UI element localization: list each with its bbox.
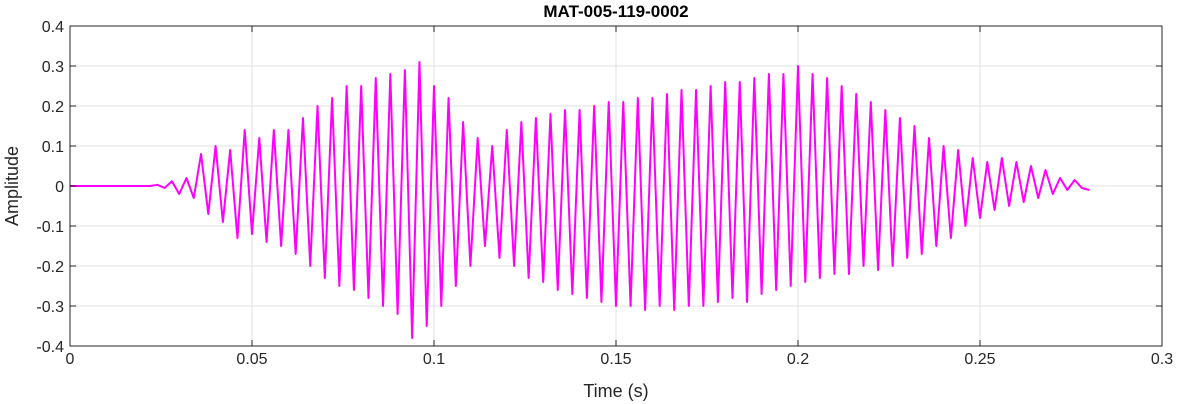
x-tick-label: 0.15 (600, 351, 631, 368)
x-tick-label: 0 (66, 351, 75, 368)
plot-area (69, 25, 1163, 347)
series-layer (70, 61, 1090, 339)
y-tick-label: 0.1 (42, 139, 64, 156)
y-tick-label: -0.2 (36, 259, 64, 276)
tick-marks (69, 25, 1163, 347)
y-tick-label: -0.4 (36, 339, 64, 356)
x-tick-label: 0.25 (964, 351, 995, 368)
x-tick-labels: 0 0.05 0.1 0.15 0.2 0.25 0.3 (66, 351, 1174, 368)
y-tick-label: 0 (55, 179, 64, 196)
x-axis-label: Time (s) (583, 381, 648, 401)
x-tick-label: 0.05 (236, 351, 267, 368)
y-tick-label: -0.1 (36, 219, 64, 236)
y-tick-label: -0.3 (36, 299, 64, 316)
x-tick-label: 0.1 (423, 351, 445, 368)
chart-title: MAT-005-119-0002 (543, 2, 688, 21)
x-tick-label: 0.3 (1151, 351, 1173, 368)
y-tick-label: 0.4 (42, 19, 64, 36)
y-tick-label: 0.3 (42, 59, 64, 76)
x-tick-label: 0.2 (787, 351, 809, 368)
y-tick-label: 0.2 (42, 99, 64, 116)
y-axis-label: Amplitude (2, 146, 22, 226)
y-tick-labels: -0.4 -0.3 -0.2 -0.1 0 0.1 0.2 0.3 0.4 (36, 19, 64, 356)
waveform-line (70, 61, 1090, 339)
